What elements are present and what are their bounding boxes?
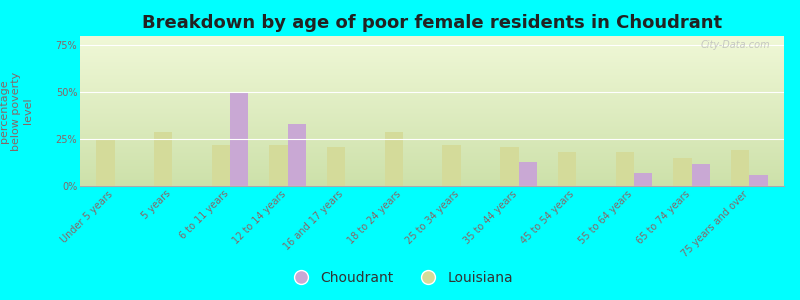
Bar bbox=[674, 158, 692, 186]
Bar bbox=[230, 92, 249, 186]
Bar bbox=[634, 173, 653, 186]
Legend: Choudrant, Louisiana: Choudrant, Louisiana bbox=[282, 265, 518, 290]
Bar bbox=[442, 145, 461, 186]
Bar bbox=[288, 124, 306, 186]
Bar bbox=[96, 139, 114, 186]
Bar bbox=[500, 147, 518, 186]
Bar bbox=[270, 145, 288, 186]
Bar bbox=[692, 164, 710, 186]
Text: City-Data.com: City-Data.com bbox=[700, 40, 770, 50]
Bar bbox=[385, 132, 403, 186]
Bar bbox=[750, 175, 768, 186]
Title: Breakdown by age of poor female residents in Choudrant: Breakdown by age of poor female resident… bbox=[142, 14, 722, 32]
Text: percentage
below poverty
level: percentage below poverty level bbox=[0, 71, 33, 151]
Bar bbox=[558, 152, 576, 186]
Bar bbox=[327, 147, 346, 186]
Bar bbox=[518, 162, 537, 186]
Bar bbox=[615, 152, 634, 186]
Bar bbox=[211, 145, 230, 186]
Bar bbox=[154, 132, 172, 186]
Bar bbox=[731, 150, 750, 186]
